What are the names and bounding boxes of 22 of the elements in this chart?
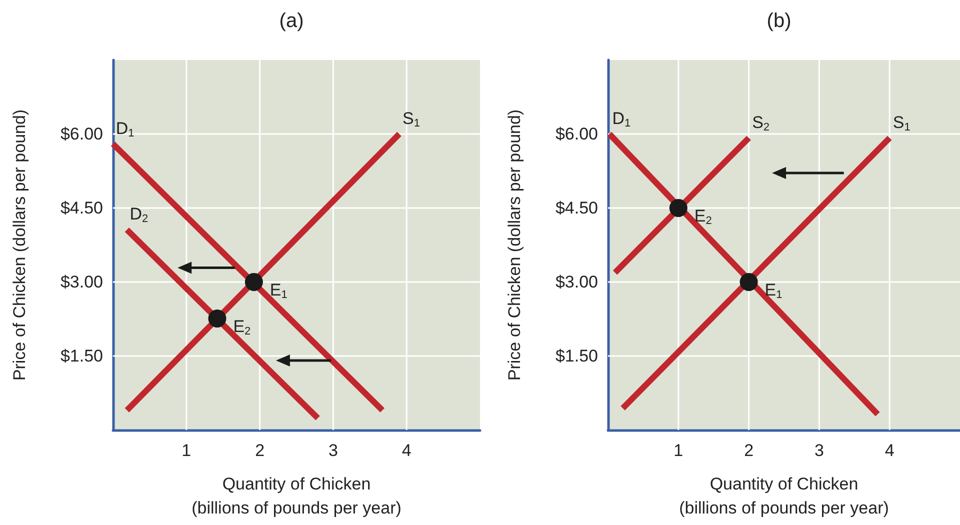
y-tick-label: $3.00 — [555, 272, 598, 292]
y-tick-label: $6.00 — [555, 124, 598, 144]
x-tick-label: 1 — [182, 441, 192, 460]
x-tick-label: 4 — [402, 441, 412, 460]
y-tick-label: $1.50 — [555, 346, 598, 366]
y-tick-label: $4.50 — [555, 198, 598, 218]
chart-title: (a) — [279, 10, 304, 32]
x-tick-label: 2 — [744, 441, 754, 460]
y-axis-title: Price of Chicken (dollars per pound) — [505, 109, 524, 381]
x-axis-title: Quantity of Chicken (billions of pounds per year) — [192, 474, 402, 518]
y-axis-title: Price of Chicken (dollars per pound) — [10, 109, 29, 381]
x-tick-label: 3 — [328, 441, 338, 460]
y-tick-label: $3.00 — [60, 272, 103, 292]
x-tick-label: 1 — [674, 441, 684, 460]
x-tick-label: 3 — [814, 441, 824, 460]
x-axis-title: Quantity of Chicken (billions of pounds per year) — [679, 474, 889, 518]
x-tick-label: 4 — [884, 441, 894, 460]
chart-title: (b) — [766, 10, 792, 32]
y-tick-label: $6.00 — [60, 124, 103, 144]
y-tick-label: $4.50 — [60, 198, 103, 218]
y-tick-label: $1.50 — [60, 346, 103, 366]
x-tick-label: 2 — [255, 441, 265, 460]
